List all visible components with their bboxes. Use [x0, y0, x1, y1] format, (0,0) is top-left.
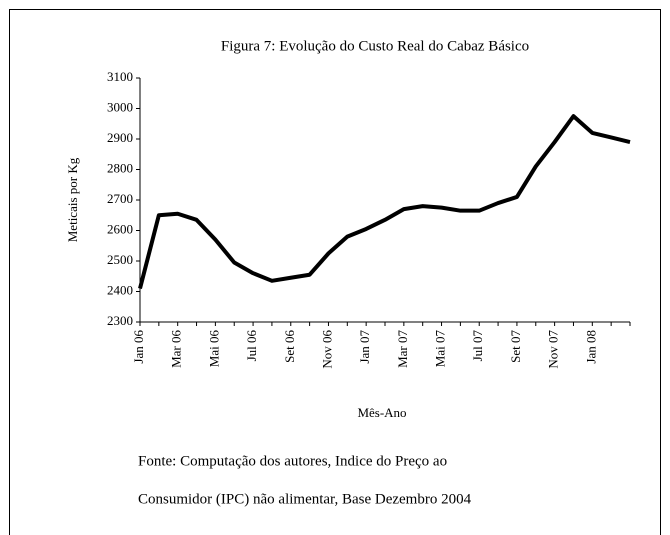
y-tick-label: 2800 — [107, 160, 133, 175]
x-tick-label: Jan 07 — [357, 330, 372, 364]
x-tick-label: Jul 07 — [470, 330, 485, 362]
x-tick-label: Mai 07 — [433, 330, 448, 368]
y-tick-label: 2500 — [107, 252, 133, 267]
x-tick-label: Mai 06 — [206, 330, 221, 368]
x-tick-label: Jul 06 — [244, 330, 259, 362]
x-tick-label: Mar 06 — [169, 330, 184, 368]
frame — [9, 9, 661, 535]
y-tick-label: 2700 — [107, 191, 133, 206]
y-axis-label: Meticais por Kg — [65, 157, 80, 242]
source-line: Consumidor (IPC) não alimentar, Base Dez… — [138, 491, 472, 507]
y-tick-label: 2600 — [107, 221, 133, 236]
y-tick-label: 2400 — [107, 282, 133, 297]
x-tick-label: Nov 07 — [546, 330, 561, 369]
x-tick-label: Set 07 — [508, 330, 523, 363]
line — [138, 114, 631, 289]
y-tick-label: 3100 — [107, 69, 133, 84]
x-axis-label: Mês-Ano — [357, 405, 406, 420]
chart-title: Figura 7: Evolução do Custo Real do Caba… — [221, 38, 529, 54]
y-tick-label: 3000 — [107, 99, 133, 114]
x-tick-label: Set 06 — [282, 330, 297, 363]
x-tick-label: Nov 06 — [319, 330, 334, 369]
x-tick-label: Jan 06 — [131, 330, 146, 364]
y-tick-label: 2900 — [107, 130, 133, 145]
source-line: Fonte: Computação dos autores, Indice do… — [138, 453, 447, 469]
x-tick-label: Jan 08 — [583, 330, 598, 364]
y-tick-label: 2300 — [107, 313, 133, 328]
x-tick-label: Mar 07 — [395, 330, 410, 368]
